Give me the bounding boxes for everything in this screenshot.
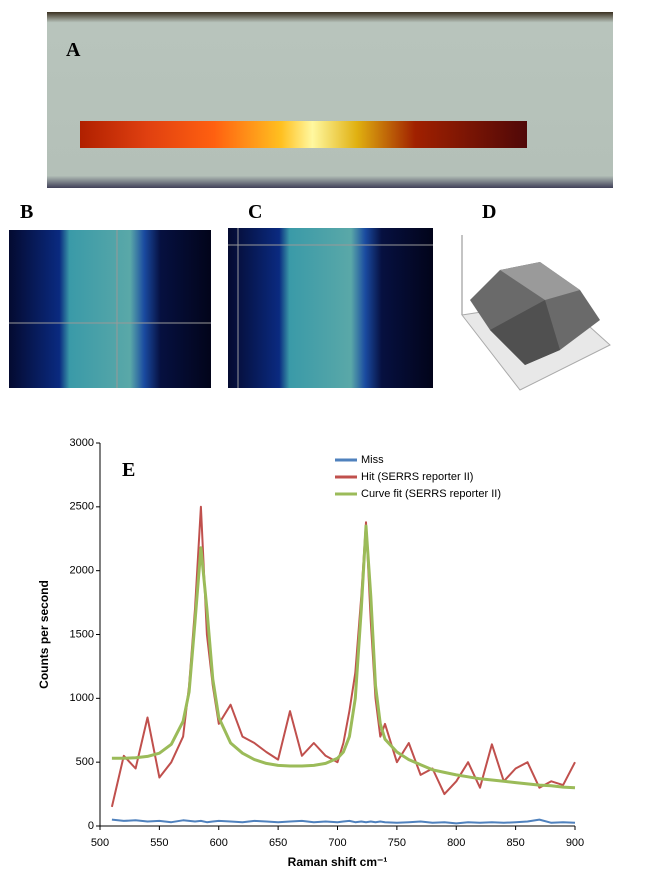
panel-label: D — [482, 201, 496, 223]
panel-d-surface — [461, 235, 611, 391]
x-tick-label: 550 — [150, 837, 168, 849]
y-tick-label: 1500 — [70, 628, 94, 640]
panel-label: B — [20, 201, 33, 223]
panel-label: C — [248, 201, 262, 223]
y-axis-label: Counts per second — [37, 580, 51, 689]
legend-label: Miss — [361, 454, 384, 466]
x-tick-label: 750 — [388, 837, 406, 849]
x-tick-label: 650 — [269, 837, 287, 849]
panel-a-image — [47, 12, 613, 188]
x-tick-label: 800 — [447, 837, 465, 849]
heat-strip — [80, 121, 527, 148]
series-line — [110, 505, 576, 808]
y-tick-label: 500 — [76, 756, 94, 768]
y-tick-label: 2500 — [70, 501, 94, 513]
x-tick-label: 700 — [328, 837, 346, 849]
x-tick-label: 850 — [506, 837, 524, 849]
x-tick-label: 500 — [91, 837, 109, 849]
panel-c-image — [228, 228, 433, 388]
legend-label: Curve fit (SERRS reporter II) — [361, 488, 501, 500]
series-line — [111, 818, 576, 825]
x-axis-label: Raman shift cm⁻¹ — [288, 855, 388, 869]
chart-annotation: E — [122, 459, 135, 481]
y-tick-label: 1000 — [70, 692, 94, 704]
y-tick-label: 0 — [88, 820, 94, 832]
y-tick-label: 2000 — [70, 565, 94, 577]
panel-b-image — [9, 230, 211, 388]
series-line — [111, 524, 576, 790]
legend-label: Hit (SERRS reporter II) — [361, 471, 473, 483]
x-tick-label: 600 — [210, 837, 228, 849]
panel-label: A — [66, 39, 81, 61]
y-tick-label: 3000 — [70, 437, 94, 449]
x-tick-label: 900 — [566, 837, 584, 849]
